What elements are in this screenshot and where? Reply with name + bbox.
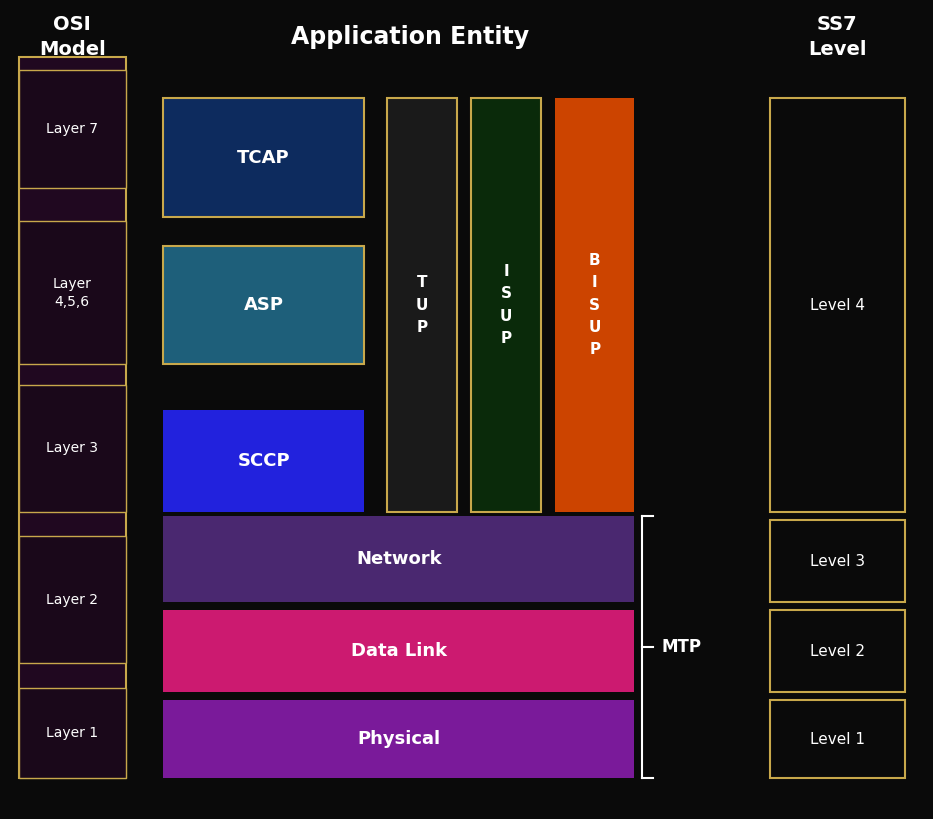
Text: Level 4: Level 4 [810, 297, 865, 313]
Text: MTP: MTP [661, 638, 701, 656]
Bar [163, 610, 634, 692]
Bar [770, 98, 905, 512]
Text: Layer
4,5,6: Layer 4,5,6 [53, 277, 91, 309]
Text: Level 2: Level 2 [810, 644, 865, 658]
Bar [555, 98, 634, 512]
Text: Layer 7: Layer 7 [47, 122, 98, 136]
Bar [387, 98, 457, 512]
Bar [770, 610, 905, 692]
Bar [471, 98, 541, 512]
Text: Layer 3: Layer 3 [47, 441, 98, 455]
Bar [163, 516, 634, 602]
Text: Application Entity: Application Entity [291, 25, 530, 49]
Text: Layer 2: Layer 2 [47, 593, 98, 607]
Bar [163, 246, 364, 364]
Text: I
S
U
P: I S U P [500, 265, 512, 346]
Text: B
I
S
U
P: B I S U P [589, 253, 601, 357]
Bar [19, 385, 126, 512]
Bar [770, 520, 905, 602]
Text: Network: Network [356, 550, 441, 568]
Text: Layer 1: Layer 1 [47, 726, 98, 740]
Text: ASP: ASP [244, 296, 284, 314]
Text: SCCP: SCCP [237, 452, 290, 469]
Text: Level 3: Level 3 [810, 554, 865, 568]
Bar [163, 410, 364, 512]
Bar [19, 221, 126, 364]
Bar [163, 98, 364, 217]
Bar [19, 536, 126, 663]
Bar [19, 57, 126, 778]
Bar [770, 700, 905, 778]
Text: T
U
P: T U P [416, 275, 428, 335]
Text: Level 1: Level 1 [810, 731, 865, 747]
Text: TCAP: TCAP [237, 149, 290, 166]
Bar [163, 700, 634, 778]
Bar [19, 70, 126, 188]
Bar [19, 688, 126, 778]
Text: Data Link: Data Link [351, 642, 447, 660]
Text: OSI
Model: OSI Model [39, 15, 105, 59]
Text: SS7
Level: SS7 Level [808, 15, 867, 59]
Text: Physical: Physical [357, 731, 440, 748]
